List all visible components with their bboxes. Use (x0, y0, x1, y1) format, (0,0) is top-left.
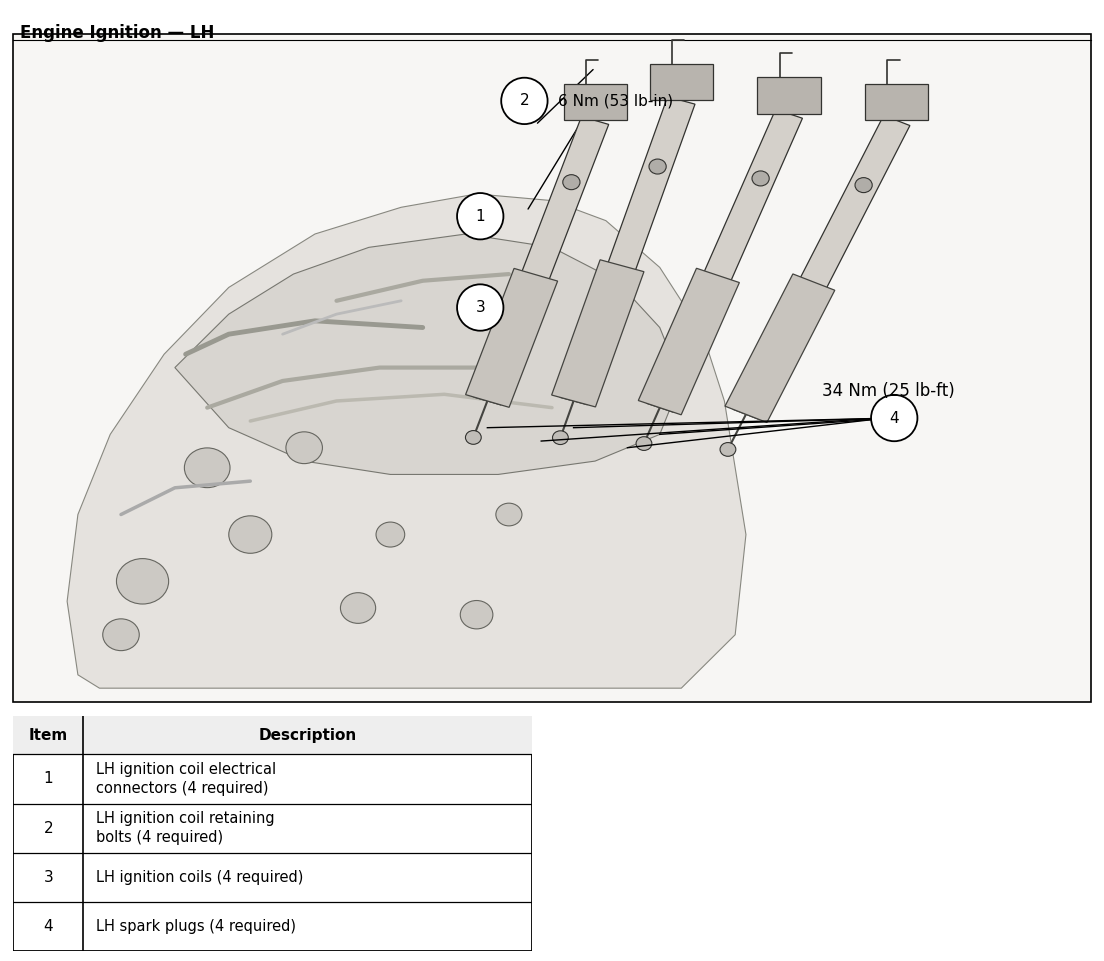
Text: 1: 1 (476, 209, 485, 224)
Circle shape (229, 516, 272, 554)
Text: LH ignition coils (4 required): LH ignition coils (4 required) (96, 870, 304, 885)
Polygon shape (650, 63, 713, 101)
Text: 4: 4 (43, 920, 53, 934)
Polygon shape (563, 84, 627, 120)
Text: LH spark plugs (4 required): LH spark plugs (4 required) (96, 920, 296, 934)
Circle shape (376, 522, 405, 547)
Circle shape (752, 171, 769, 185)
Circle shape (103, 619, 139, 651)
Text: 2: 2 (520, 93, 529, 109)
Circle shape (116, 558, 169, 604)
Text: 2: 2 (43, 821, 53, 836)
Circle shape (466, 431, 481, 444)
Circle shape (854, 178, 872, 192)
Polygon shape (725, 274, 835, 423)
Circle shape (552, 431, 569, 445)
Circle shape (649, 160, 666, 174)
Ellipse shape (501, 78, 548, 124)
Bar (13, 34, 1091, 702)
Text: 4: 4 (890, 410, 899, 426)
Polygon shape (174, 234, 681, 475)
Ellipse shape (457, 193, 503, 239)
Text: Description: Description (258, 727, 357, 743)
Circle shape (286, 431, 322, 463)
Text: Item: Item (29, 727, 68, 743)
Circle shape (184, 448, 230, 487)
Text: 6 Nm (53 lb-in): 6 Nm (53 lb-in) (558, 93, 672, 109)
Text: LH ignition coil electrical
connectors (4 required): LH ignition coil electrical connectors (… (96, 762, 276, 796)
Text: 34 Nm (25 lb-ft): 34 Nm (25 lb-ft) (822, 382, 955, 400)
Circle shape (340, 593, 375, 624)
Ellipse shape (457, 284, 503, 331)
Polygon shape (866, 84, 928, 120)
Polygon shape (757, 77, 820, 113)
Bar (13, 716, 532, 754)
Polygon shape (646, 110, 803, 412)
Circle shape (496, 504, 522, 526)
Polygon shape (552, 259, 644, 407)
Polygon shape (560, 97, 696, 405)
Circle shape (636, 436, 651, 451)
Polygon shape (67, 194, 746, 688)
Text: LH ignition coil retaining
bolts (4 required): LH ignition coil retaining bolts (4 requ… (96, 811, 275, 845)
Polygon shape (733, 115, 910, 419)
Polygon shape (466, 268, 558, 407)
Text: 1: 1 (43, 772, 53, 786)
Text: 3: 3 (476, 300, 485, 315)
Circle shape (460, 601, 492, 628)
Polygon shape (638, 268, 740, 415)
Ellipse shape (871, 395, 917, 441)
Text: 3: 3 (43, 870, 53, 885)
Polygon shape (474, 116, 608, 405)
Text: Engine Ignition — LH: Engine Ignition — LH (20, 24, 214, 42)
Circle shape (720, 443, 736, 456)
Circle shape (563, 175, 580, 189)
